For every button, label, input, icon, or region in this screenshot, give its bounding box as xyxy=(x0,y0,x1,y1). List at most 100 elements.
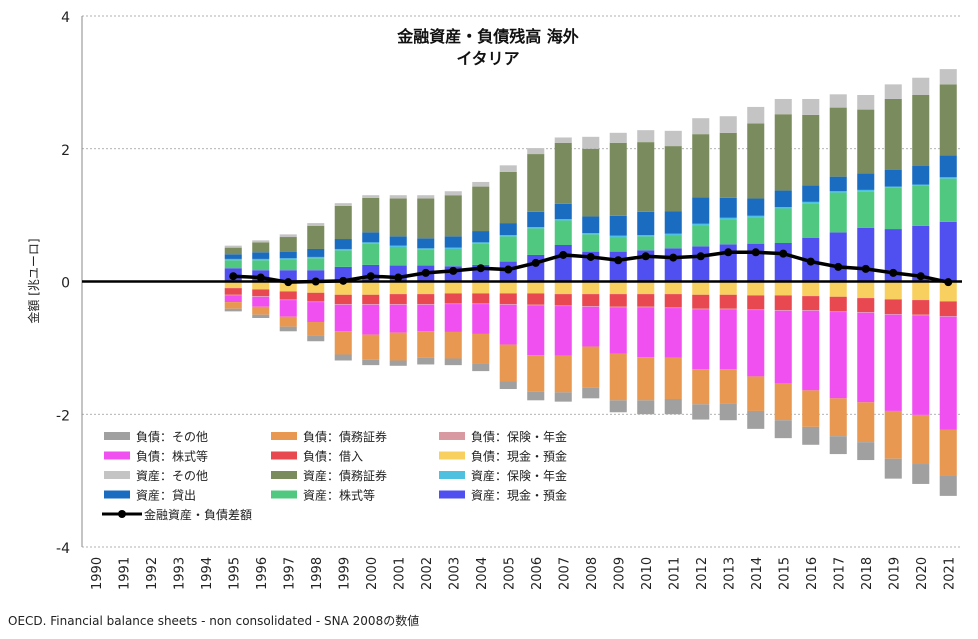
bar-segment xyxy=(939,475,957,496)
bar-segment xyxy=(554,244,572,282)
x-tick-label: 2017 xyxy=(832,557,847,590)
bar-segment xyxy=(829,192,847,233)
bar-segment xyxy=(279,300,297,317)
bar-segment xyxy=(637,211,655,236)
bar-segment xyxy=(719,294,737,309)
bar-segment xyxy=(499,236,517,262)
bar-segment xyxy=(252,306,270,315)
x-tick-label: 2010 xyxy=(640,557,655,590)
bar-segment xyxy=(472,181,490,187)
bar-segment xyxy=(417,249,435,266)
bar-segment xyxy=(939,69,957,85)
bar-segment xyxy=(252,289,270,297)
x-tick-label: 2003 xyxy=(447,557,462,590)
bar-segment xyxy=(719,308,737,310)
bar-segment xyxy=(252,242,270,253)
bar-segment xyxy=(417,331,435,358)
bar-segment xyxy=(829,311,847,313)
bar-segment xyxy=(307,256,325,259)
bar-segment xyxy=(747,198,765,216)
bar-segment xyxy=(582,234,600,252)
y-tick-label: 2 xyxy=(61,143,70,159)
bar-segment xyxy=(444,304,462,332)
bar-segment xyxy=(307,258,325,271)
bar-segment xyxy=(857,191,875,228)
bar-segment xyxy=(252,314,270,319)
bar-segment xyxy=(637,235,655,237)
x-tick-label: 1995 xyxy=(227,557,242,590)
bar-segment xyxy=(884,98,902,170)
bar-segment xyxy=(582,387,600,399)
bar-segment xyxy=(939,281,957,302)
legend-label: 負債：借入 xyxy=(303,449,363,464)
bar-segment xyxy=(884,281,902,300)
bar-segment xyxy=(554,203,572,220)
y-tick-label: 0 xyxy=(61,276,70,292)
bar-segment xyxy=(939,316,957,430)
bar-segment xyxy=(582,233,600,235)
bar-segment xyxy=(857,442,875,461)
bar-segment xyxy=(884,84,902,99)
bar-segment xyxy=(252,281,270,290)
bar-segment xyxy=(802,201,820,204)
bar-segment xyxy=(912,185,930,226)
legend-label: 負債：その他 xyxy=(136,429,208,444)
bar-segment xyxy=(609,132,627,143)
y-tick-label: -2 xyxy=(56,408,70,424)
bar-segment xyxy=(362,294,380,305)
bar-segment xyxy=(939,429,957,476)
bar-segment xyxy=(774,281,792,296)
net-series-point xyxy=(256,273,265,282)
bar-segment xyxy=(912,414,930,465)
bar-segment xyxy=(664,233,682,236)
bar-segment xyxy=(527,154,545,212)
bar-segment xyxy=(719,369,737,404)
bar-segment xyxy=(279,251,297,259)
bar-segment xyxy=(637,236,655,251)
legend-label: 負債：保険・年金 xyxy=(471,429,567,444)
bar-segment xyxy=(609,307,627,354)
bar-segment xyxy=(224,281,242,289)
bar-segment xyxy=(912,166,930,185)
bar-segment xyxy=(609,251,627,282)
bar-segment xyxy=(527,228,545,255)
x-tick-label: 2009 xyxy=(612,557,627,590)
bar-segment xyxy=(829,94,847,108)
bar-segment xyxy=(829,281,847,297)
net-series-point xyxy=(669,253,678,262)
bar-segment xyxy=(857,109,875,174)
bar-segment xyxy=(609,400,627,413)
legend-swatch xyxy=(104,490,130,499)
bar-segment xyxy=(224,245,242,248)
net-series-point xyxy=(394,273,403,282)
x-tick-label: 1999 xyxy=(337,557,352,590)
bar-segment xyxy=(362,359,380,366)
legend-swatch xyxy=(439,451,465,460)
bar-segment xyxy=(857,189,875,192)
y-tick-label: 4 xyxy=(61,10,70,26)
bar-segment xyxy=(307,270,325,282)
chart-subtitle: イタリア xyxy=(456,49,519,68)
bar-segment xyxy=(307,292,325,302)
bar-segment xyxy=(609,306,627,308)
bar-segment xyxy=(582,281,600,295)
bar-segment xyxy=(224,308,242,312)
bar-segment xyxy=(912,281,930,301)
bar-segment xyxy=(389,281,407,295)
bar-segment xyxy=(499,223,517,236)
bar-segment xyxy=(857,227,875,282)
chart-title: 金融資産・負債残高 海外 xyxy=(396,27,579,46)
x-tick-label: 2006 xyxy=(530,557,545,590)
bar-segment xyxy=(609,294,627,307)
legend-swatch xyxy=(439,432,465,440)
bar-segment xyxy=(252,296,270,297)
bar-segment xyxy=(307,335,325,342)
legend-marker xyxy=(118,510,126,518)
bar-segment xyxy=(857,312,875,403)
bar-segment xyxy=(554,220,572,245)
bar-segment xyxy=(884,229,902,282)
bar-segment xyxy=(912,300,930,315)
net-series-point xyxy=(889,268,898,277)
bar-segment xyxy=(499,304,517,305)
bar-segment xyxy=(389,198,407,237)
